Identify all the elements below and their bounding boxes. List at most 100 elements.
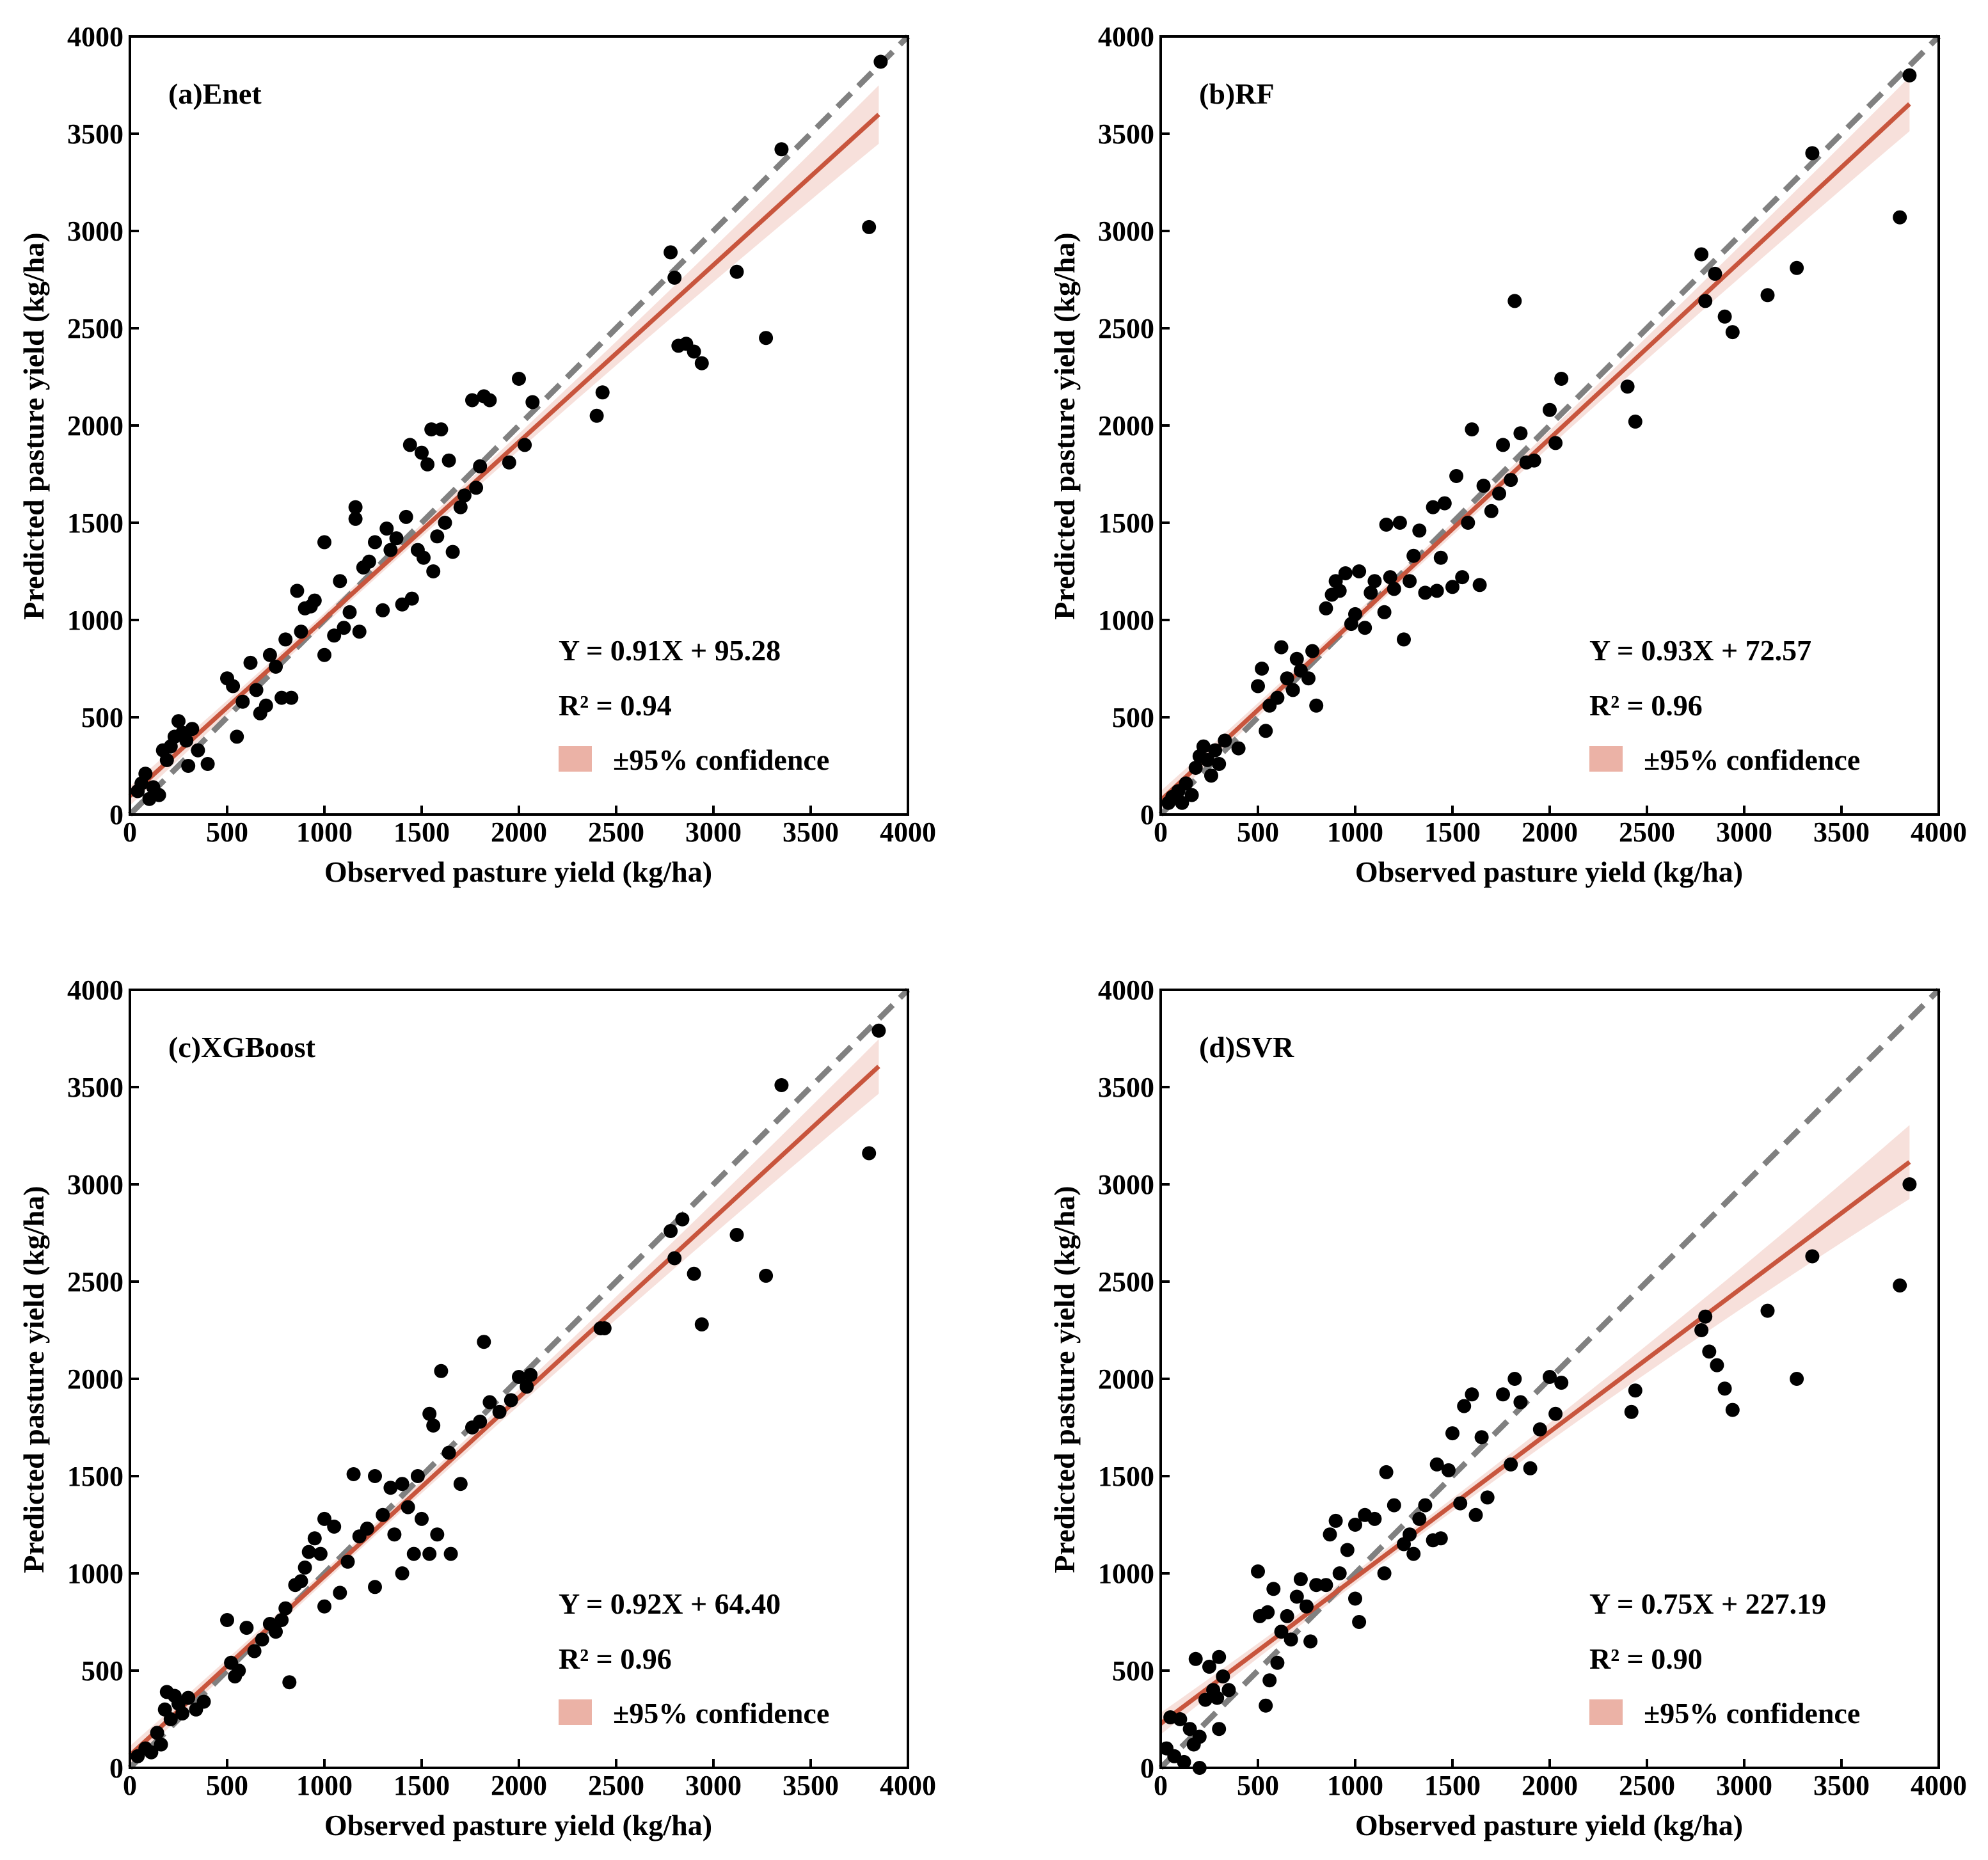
data-point xyxy=(1352,1615,1367,1629)
data-point xyxy=(1445,580,1459,594)
data-point xyxy=(1717,309,1732,324)
data-point xyxy=(317,535,331,550)
data-point xyxy=(179,733,194,748)
regression-equation: Y = 0.91X + 95.28 xyxy=(559,634,781,667)
data-point xyxy=(1465,422,1479,437)
data-point xyxy=(360,1522,374,1536)
data-point xyxy=(1504,473,1518,488)
data-point xyxy=(1725,1403,1740,1417)
r-squared: R² = 0.90 xyxy=(1589,1642,1703,1675)
data-point xyxy=(1624,1404,1639,1419)
data-point xyxy=(694,356,709,370)
data-point xyxy=(1406,1546,1421,1561)
y-tick-label: 3000 xyxy=(67,216,123,247)
data-point xyxy=(1259,1698,1273,1713)
data-point xyxy=(401,1500,415,1514)
data-point xyxy=(1698,294,1713,308)
y-tick-label: 1500 xyxy=(1098,1461,1154,1492)
data-point xyxy=(294,624,308,639)
data-point xyxy=(862,1146,877,1161)
data-point xyxy=(379,521,394,536)
data-point xyxy=(1309,698,1324,713)
x-tick-label: 2500 xyxy=(1619,1770,1675,1801)
data-point xyxy=(1790,260,1804,275)
data-point xyxy=(383,1481,398,1495)
data-point xyxy=(163,1712,178,1726)
data-point xyxy=(1694,1323,1709,1337)
data-point xyxy=(1221,1683,1236,1697)
data-point xyxy=(1255,662,1269,676)
data-point xyxy=(1266,1582,1281,1596)
data-point xyxy=(389,531,404,546)
data-point xyxy=(1358,621,1372,635)
x-tick-label: 3000 xyxy=(685,1770,742,1801)
data-point xyxy=(220,1613,234,1627)
data-point xyxy=(1377,605,1392,619)
data-point xyxy=(1352,564,1367,578)
data-point xyxy=(342,605,357,619)
data-point xyxy=(387,1527,402,1542)
y-tick-label: 0 xyxy=(1140,799,1154,831)
data-point xyxy=(1902,68,1917,83)
data-point xyxy=(1554,1376,1569,1390)
data-point xyxy=(426,564,441,578)
data-point xyxy=(1188,1651,1203,1666)
data-point xyxy=(1323,1527,1337,1542)
data-point xyxy=(1412,523,1427,538)
data-point xyxy=(1406,548,1421,563)
x-tick-label: 4000 xyxy=(1911,1770,1967,1801)
data-point xyxy=(1280,1609,1294,1623)
data-point xyxy=(368,1469,382,1483)
data-point xyxy=(1284,1632,1298,1647)
y-tick-label: 1000 xyxy=(1098,1558,1154,1589)
y-tick-label: 3500 xyxy=(1098,118,1154,150)
data-point xyxy=(453,1477,468,1491)
data-point xyxy=(473,1414,488,1429)
data-point xyxy=(1492,486,1506,501)
data-point xyxy=(453,500,468,514)
data-point xyxy=(1319,601,1333,616)
x-tick-label: 2500 xyxy=(1619,816,1675,848)
data-point xyxy=(1418,1498,1433,1513)
y-tick-label: 0 xyxy=(109,799,123,831)
data-point xyxy=(348,511,363,526)
data-point xyxy=(1628,1383,1642,1398)
data-point xyxy=(376,1507,390,1522)
data-point xyxy=(1429,1457,1444,1472)
data-point xyxy=(1262,1673,1277,1688)
data-point xyxy=(687,344,701,359)
y-tick-label: 2500 xyxy=(67,1266,123,1298)
x-axis-title: Observed pasture yield (kg/ha) xyxy=(324,1809,712,1841)
data-point xyxy=(175,1706,190,1721)
data-point xyxy=(1285,683,1300,697)
ci-legend-label: ±95% confidence xyxy=(613,743,829,776)
data-point xyxy=(383,543,398,557)
data-point xyxy=(1702,1344,1717,1359)
data-point xyxy=(759,1268,774,1283)
data-point xyxy=(871,1023,886,1038)
x-tick-label: 1500 xyxy=(394,1770,450,1801)
data-point xyxy=(402,438,417,452)
data-point xyxy=(1548,1406,1563,1421)
y-tick-label: 1000 xyxy=(67,1558,123,1589)
data-point xyxy=(1309,1578,1324,1593)
regression-equation: Y = 0.92X + 64.40 xyxy=(559,1587,781,1620)
data-point xyxy=(1507,1372,1522,1386)
x-tick-label: 3500 xyxy=(783,1770,839,1801)
data-point xyxy=(1708,266,1722,281)
data-point xyxy=(144,1745,159,1760)
data-point xyxy=(482,393,497,408)
data-point xyxy=(430,529,445,544)
data-point xyxy=(1532,1422,1547,1436)
data-point xyxy=(269,660,283,674)
data-point xyxy=(278,632,293,647)
ci-legend-label: ±95% confidence xyxy=(613,1697,829,1729)
data-point xyxy=(1725,325,1740,340)
data-point xyxy=(185,722,200,736)
data-point xyxy=(1348,1518,1362,1532)
data-point xyxy=(415,445,429,460)
y-tick-label: 1500 xyxy=(1098,507,1154,539)
data-point xyxy=(333,574,347,589)
data-point xyxy=(284,690,299,705)
